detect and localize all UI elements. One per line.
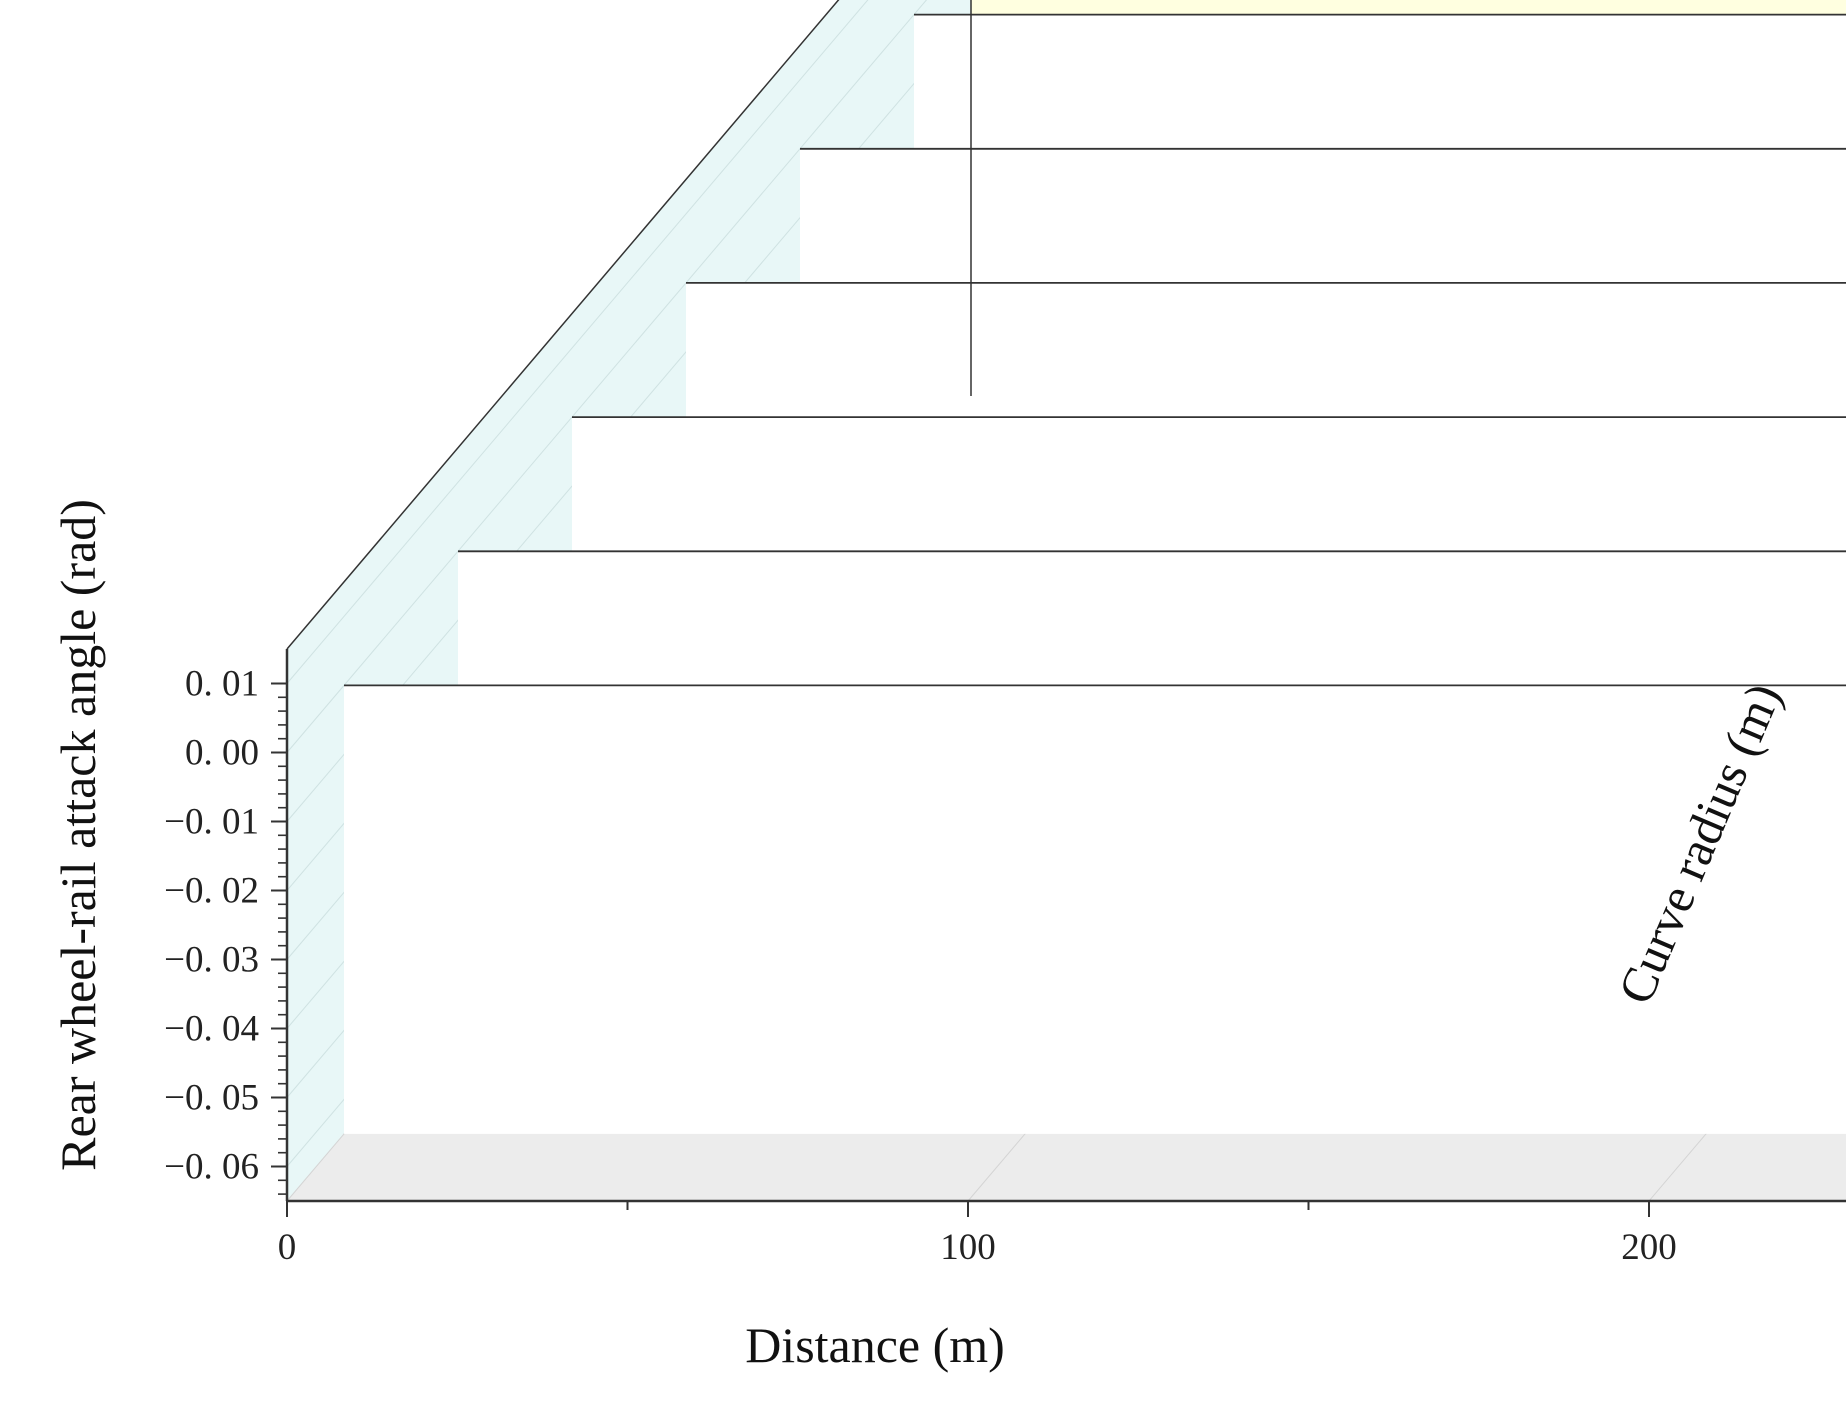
y-tick-label: −0. 05 — [164, 1078, 259, 1119]
y-tick-label: 0. 00 — [185, 733, 259, 774]
series-1800 — [344, 684, 1846, 1134]
side-wall-gridline — [286, 0, 928, 753]
side-wall-top-edge — [286, 0, 840, 650]
series-fill-1800 — [344, 685, 1846, 1134]
chart-tick-labels: 01002003004005006007008000. 010. 00−0. 0… — [164, 664, 1677, 1269]
y-tick-label: −0. 01 — [164, 802, 259, 843]
y-axis-title: Rear wheel-rail attack angle (rad) — [50, 499, 106, 1171]
x-tick-label: 0 — [278, 1227, 297, 1268]
side-wall-gridline — [286, 0, 869, 684]
x-axis-title: Distance (m) — [745, 1317, 1005, 1373]
x-tick-label: 200 — [1621, 1227, 1677, 1268]
y-tick-label: −0. 02 — [164, 871, 259, 912]
chart-axes — [271, 0, 1846, 1217]
x-tick-label: 100 — [940, 1227, 996, 1268]
y-tick-label: 0. 01 — [185, 664, 259, 705]
y-tick-label: −0. 03 — [164, 940, 259, 981]
chart-series — [344, 13, 1846, 1134]
y-tick-label: −0. 04 — [164, 1009, 259, 1050]
y-tick-label: −0. 06 — [164, 1147, 259, 1188]
